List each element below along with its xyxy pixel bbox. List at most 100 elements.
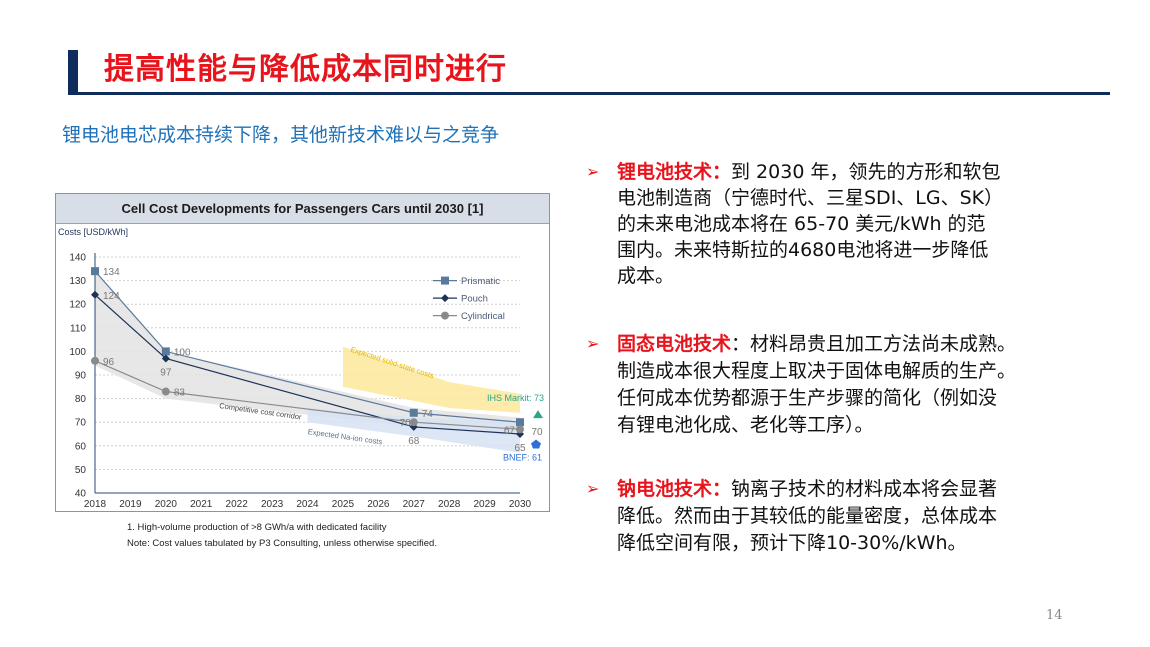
bullet-heading: 锂电池技术： [617,161,732,183]
bnef-label: BNEF: 61 [503,452,542,462]
x-tick-label: 2024 [296,499,319,510]
bullet-line: 钠电池技术：钠离子技术的材料成本将会显著 [617,476,997,502]
data-label: 96 [103,357,115,368]
bullet-line: 的未来电池成本将在 65-70 美元/kWh 的范 [617,211,986,237]
series-line-cylindrical [94,360,521,430]
x-tick-label: 2026 [367,499,390,510]
x-tick-label: 2022 [226,499,249,510]
data-point-prismatic [409,408,418,417]
legend-marker-pouch [441,294,449,303]
title-divider [68,92,1110,95]
footnote-1: 1. High-volume production of >8 GWh/a wi… [127,522,387,533]
bullet-arrow-icon: ➢ [586,479,600,498]
bullet-line: 固态电池技术：材料昂贵且加工方法尚未成熟。 [617,331,1016,357]
legend-label: Prismatic [461,276,500,287]
bullet-text: 钠离子技术的材料成本将会显著 [731,478,998,500]
x-tick-label: 2027 [403,499,426,510]
bullet-arrow-icon: ➢ [586,334,600,353]
chart-title: Cell Cost Developments for Passengers Ca… [56,194,549,224]
x-tick-label: 2028 [438,499,461,510]
legend-marker-prismatic [441,276,449,285]
data-label: 134 [103,267,120,278]
bullet-text: 到 2030 年，领先的方形和软包 [731,161,1001,183]
chart-container: Costs [USD/kWh] 40 50 60 70 80 90 100 110 120 130 1… [55,193,550,512]
bullet-line: 降低空间有限，预计下降10-30%/kWh。 [617,530,967,556]
page-subtitle: 锂电池电芯成本持续下降，其他新技术难以与之竞争 [62,124,500,146]
series-line-prismatic [94,270,521,423]
data-point-cylindrical [409,418,418,427]
y-tick-label: 120 [69,300,86,311]
data-label: 97 [160,367,172,378]
data-point-prismatic [91,267,99,276]
x-tick-label: 2029 [473,499,496,510]
y-tick-label: 130 [69,276,86,287]
cost-band [342,346,520,413]
y-tick-label: 110 [70,323,86,334]
data-label: 124 [103,291,120,302]
title-accent-bar [68,50,78,94]
cost-band [95,271,520,437]
bnef-pentagon-icon [531,439,541,449]
x-tick-label: 2020 [155,499,178,510]
legend-label: Pouch [461,294,488,305]
data-label: 83 [174,388,186,399]
bullet-line: 锂电池技术：到 2030 年，领先的方形和软包 [617,159,1000,185]
bullet-text: 任何成本优势都源于生产步骤的简化（例如没 [617,387,998,409]
data-point-prismatic [516,418,524,427]
data-label: 70 [531,427,543,438]
data-label: 67 [504,425,516,436]
bullet-line: 有锂电池化成、老化等工序）。 [617,412,874,438]
y-tick-label: 100 [69,347,86,358]
y-tick-label: 50 [75,465,87,476]
bullet-text: 围内。未来特斯拉的4680电池将进一步降低 [617,239,989,261]
data-point-cylindrical [516,425,524,434]
x-tick-label: 2030 [509,499,532,510]
bullet-text: ：材料昂贵且加工方法尚未成熟。 [731,333,1017,355]
footnote-2: Note: Cost values tabulated by P3 Consul… [127,538,437,549]
data-label: 65 [514,443,526,454]
bullet-line: 任何成本优势都源于生产步骤的简化（例如没 [617,385,997,411]
data-label: 74 [422,409,434,420]
y-tick-label: 40 [75,489,87,500]
page-title: 提高性能与降低成本同时进行 [104,52,507,87]
bullet-text: 降低。然而由于其较低的能量密度，总体成本 [617,505,998,527]
data-point-pouch [91,290,99,299]
y-tick-label: 90 [75,371,87,382]
x-tick-label: 2021 [190,499,213,510]
bullet-line: 围内。未来特斯拉的4680电池将进一步降低 [617,237,988,263]
x-tick-label: 2019 [119,499,142,510]
x-tick-label: 2018 [84,499,107,510]
bullet-text: 成本。 [617,265,675,287]
legend-label: Cylindrical [461,311,505,322]
data-point-pouch [161,354,170,363]
x-tick-label: 2025 [332,499,355,510]
bullet-line: 降低。然而由于其较低的能量密度，总体成本 [617,503,997,529]
y-tick-label: 60 [75,441,87,452]
page-number: 14 [1046,608,1063,623]
data-point-prismatic [161,347,170,356]
data-point-cylindrical [161,387,170,396]
bullet-text: 制造成本很大程度上取决于固体电解质的生产。 [617,360,1017,382]
cost-line-chart: Costs [USD/kWh] 40 50 60 70 80 90 100 110 120 130 1… [58,227,544,510]
bullet-line: 制造成本很大程度上取决于固体电解质的生产。 [617,358,1016,384]
data-label: 68 [408,436,420,447]
y-tick-label: 80 [75,394,87,405]
bullet-heading: 固态电池技术 [617,333,732,355]
bullet-line: 电池制造商（宁德时代、三星SDI、LG、SK） [617,185,1003,211]
bullet-line: 成本。 [617,263,674,289]
ihs-label: IHS Markit: 73 [487,393,544,403]
ihs-triangle-icon [533,410,543,419]
bullet-text: 降低空间有限，预计下降10-30%/kWh。 [617,532,967,554]
bullet-text: 电池制造商（宁德时代、三星SDI、LG、SK） [617,187,1004,209]
y-tick-label: 140 [69,253,86,264]
x-tick-label: 2023 [261,499,284,510]
bullet-text: 的未来电池成本将在 65-70 美元/kWh 的范 [617,213,986,235]
bullet-arrow-icon: ➢ [586,162,600,181]
y-tick-label: 70 [75,418,87,429]
bullet-heading: 钠电池技术： [617,478,732,500]
data-point-pouch [409,422,418,431]
bullet-text: 有锂电池化成、老化等工序）。 [617,414,874,436]
y-axis-label: Costs [USD/kWh] [58,227,128,237]
data-point-cylindrical [91,356,99,365]
data-label: 100 [174,347,191,358]
